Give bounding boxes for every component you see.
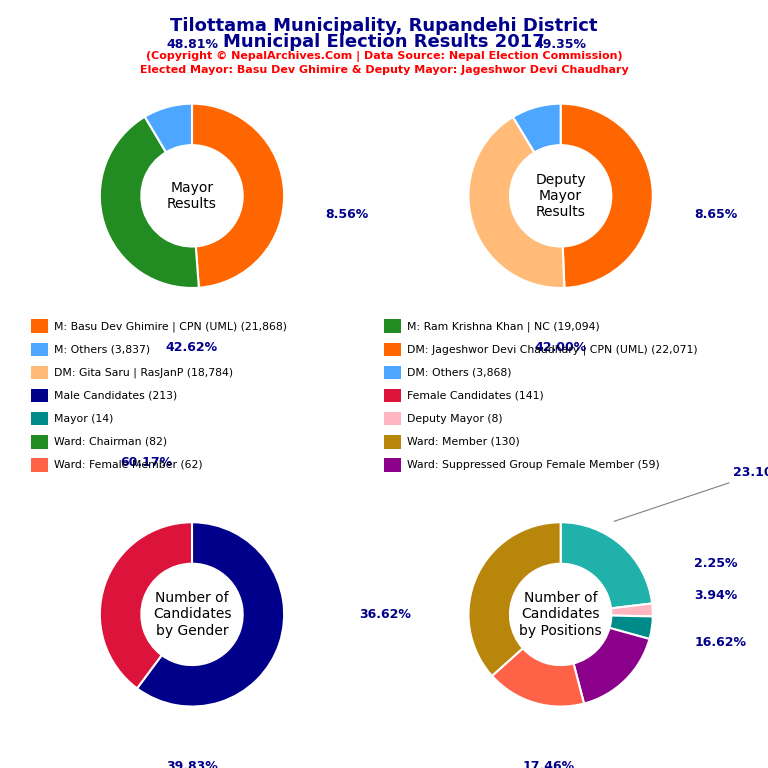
Text: Mayor
Results: Mayor Results bbox=[167, 180, 217, 211]
Text: Deputy Mayor (8): Deputy Mayor (8) bbox=[407, 413, 503, 424]
Text: 60.17%: 60.17% bbox=[120, 456, 172, 469]
Text: Ward: Chairman (82): Ward: Chairman (82) bbox=[54, 436, 167, 447]
Text: Number of
Candidates
by Positions: Number of Candidates by Positions bbox=[519, 591, 602, 637]
Text: 8.65%: 8.65% bbox=[694, 208, 737, 220]
Text: Elected Mayor: Basu Dev Ghimire & Deputy Mayor: Jageshwor Devi Chaudhary: Elected Mayor: Basu Dev Ghimire & Deputy… bbox=[140, 65, 628, 74]
Wedge shape bbox=[137, 522, 284, 707]
Text: Ward: Suppressed Group Female Member (59): Ward: Suppressed Group Female Member (59… bbox=[407, 459, 660, 470]
Text: Number of
Candidates
by Gender: Number of Candidates by Gender bbox=[153, 591, 231, 637]
Wedge shape bbox=[513, 104, 561, 153]
Text: Female Candidates (141): Female Candidates (141) bbox=[407, 390, 544, 401]
Wedge shape bbox=[574, 628, 650, 703]
Text: M: Others (3,837): M: Others (3,837) bbox=[54, 344, 150, 355]
Text: 2.25%: 2.25% bbox=[694, 558, 738, 570]
Text: 23.10%: 23.10% bbox=[614, 466, 768, 521]
Wedge shape bbox=[468, 522, 561, 676]
Text: 39.83%: 39.83% bbox=[166, 760, 218, 768]
Wedge shape bbox=[561, 104, 653, 288]
Text: 16.62%: 16.62% bbox=[694, 636, 746, 648]
Text: DM: Gita Saru | RasJanP (18,784): DM: Gita Saru | RasJanP (18,784) bbox=[54, 367, 233, 378]
Text: Mayor (14): Mayor (14) bbox=[54, 413, 113, 424]
Wedge shape bbox=[611, 604, 653, 617]
Wedge shape bbox=[145, 104, 192, 152]
Wedge shape bbox=[610, 615, 653, 639]
Text: M: Basu Dev Ghimire | CPN (UML) (21,868): M: Basu Dev Ghimire | CPN (UML) (21,868) bbox=[54, 321, 286, 332]
Text: 49.35%: 49.35% bbox=[535, 38, 587, 51]
Text: 42.62%: 42.62% bbox=[166, 341, 218, 354]
Text: Ward: Member (130): Ward: Member (130) bbox=[407, 436, 520, 447]
Text: 8.56%: 8.56% bbox=[326, 208, 369, 220]
Text: DM: Others (3,868): DM: Others (3,868) bbox=[407, 367, 511, 378]
Wedge shape bbox=[561, 522, 652, 608]
Text: DM: Jageshwor Devi Chaudhary | CPN (UML) (22,071): DM: Jageshwor Devi Chaudhary | CPN (UML)… bbox=[407, 344, 697, 355]
Wedge shape bbox=[100, 117, 199, 288]
Text: 36.62%: 36.62% bbox=[359, 608, 411, 621]
Text: Tilottama Municipality, Rupandehi District: Tilottama Municipality, Rupandehi Distri… bbox=[170, 17, 598, 35]
Wedge shape bbox=[492, 648, 584, 707]
Text: (Copyright © NepalArchives.Com | Data Source: Nepal Election Commission): (Copyright © NepalArchives.Com | Data So… bbox=[146, 51, 622, 61]
Wedge shape bbox=[100, 522, 192, 688]
Wedge shape bbox=[468, 117, 564, 288]
Text: 17.46%: 17.46% bbox=[523, 760, 575, 768]
Text: Deputy
Mayor
Results: Deputy Mayor Results bbox=[535, 173, 586, 219]
Text: 48.81%: 48.81% bbox=[166, 38, 218, 51]
Wedge shape bbox=[192, 104, 284, 288]
Text: 42.00%: 42.00% bbox=[535, 341, 587, 354]
Text: Ward: Female Member (62): Ward: Female Member (62) bbox=[54, 459, 203, 470]
Text: Male Candidates (213): Male Candidates (213) bbox=[54, 390, 177, 401]
Text: 3.94%: 3.94% bbox=[694, 590, 737, 602]
Text: Municipal Election Results 2017: Municipal Election Results 2017 bbox=[223, 33, 545, 51]
Text: M: Ram Krishna Khan | NC (19,094): M: Ram Krishna Khan | NC (19,094) bbox=[407, 321, 600, 332]
